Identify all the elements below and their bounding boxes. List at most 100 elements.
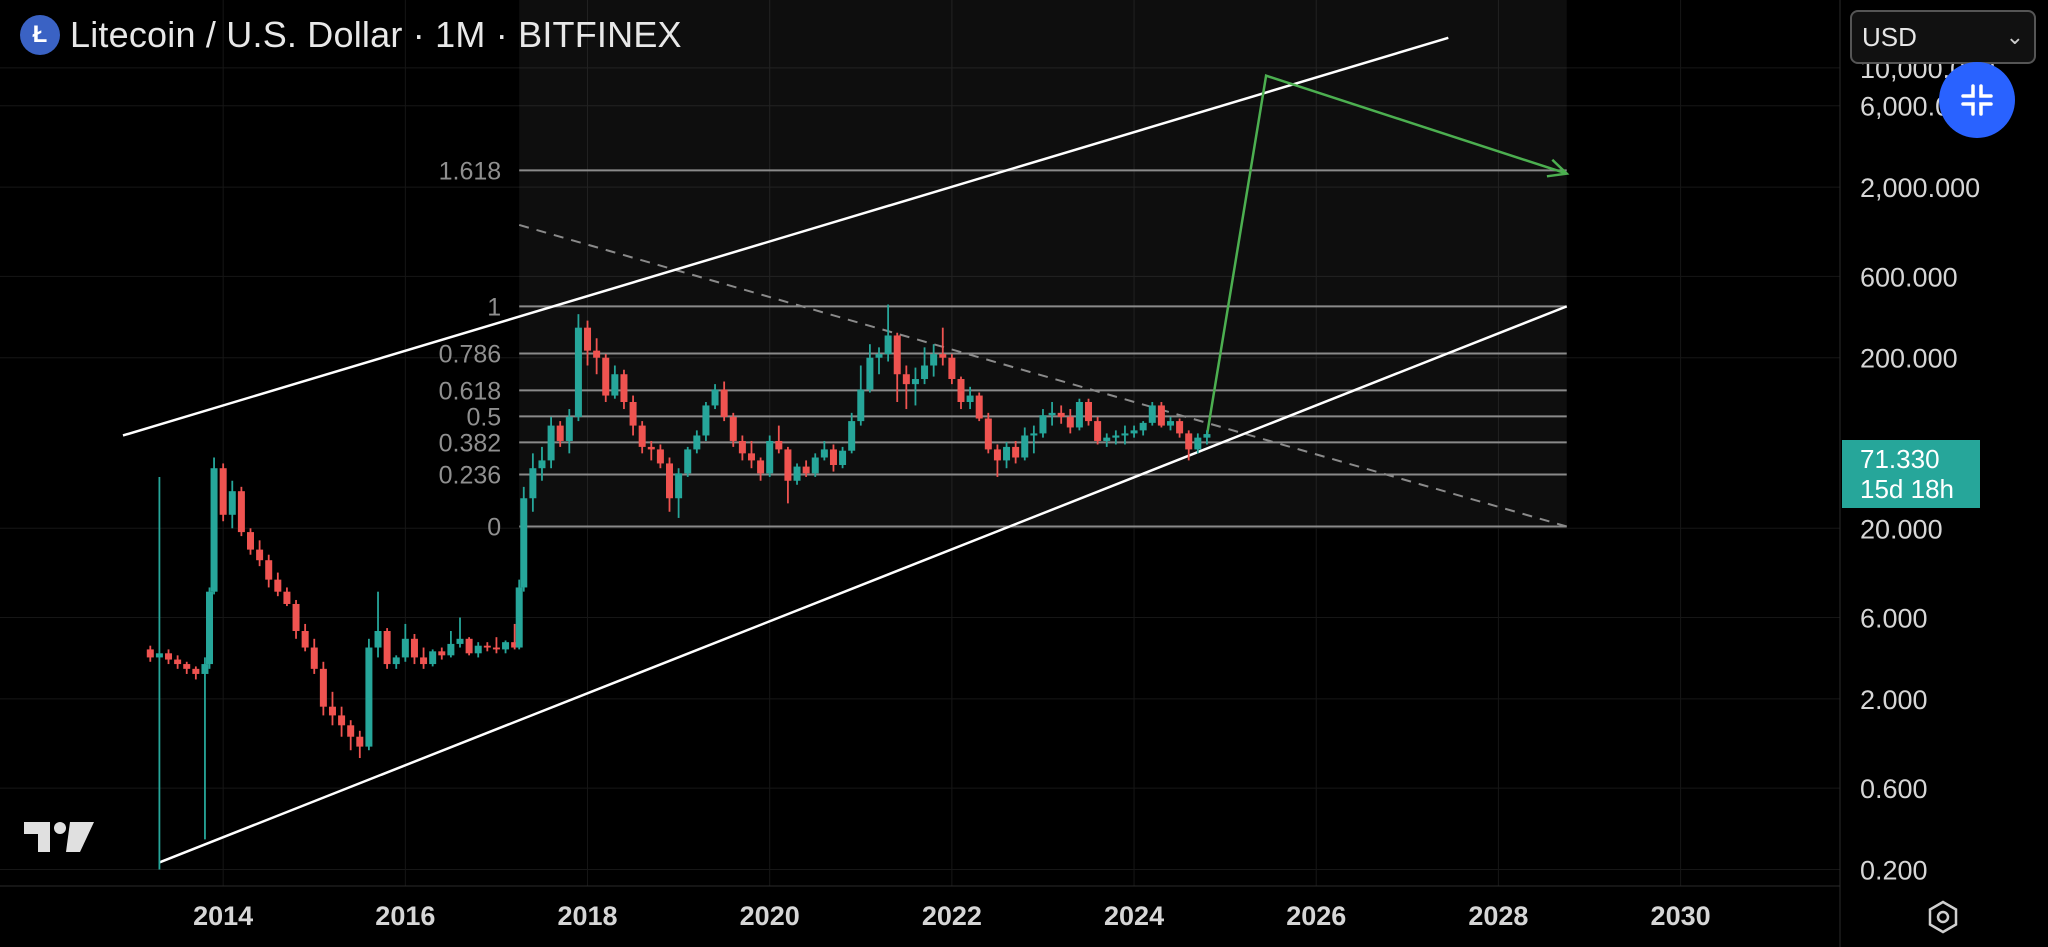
chevron-down-icon: ⌄	[2005, 24, 2024, 49]
candle-body	[1185, 433, 1193, 450]
candle-body	[611, 374, 619, 396]
price-axis-label: 0.200	[1860, 855, 1928, 885]
candle-body	[429, 651, 437, 665]
time-axis-label: 2020	[740, 901, 800, 931]
trend-lines[interactable]	[122, 36, 1570, 864]
candle-body	[515, 587, 523, 648]
candles	[146, 304, 1211, 870]
candle-body	[283, 591, 291, 604]
last-price-value: 71.330	[1860, 444, 1940, 474]
projection-arrowhead	[1546, 158, 1570, 178]
candle-body	[957, 379, 965, 402]
candle-body	[638, 425, 646, 447]
candle-body	[793, 466, 801, 481]
candle-body	[1094, 421, 1102, 441]
candle-body	[839, 450, 847, 465]
candle-body	[356, 736, 364, 747]
candle-body	[274, 579, 282, 592]
candle-body	[447, 643, 455, 656]
candle-body	[210, 468, 218, 592]
candle-body	[993, 449, 1001, 461]
fibonacci-extension[interactable]	[519, 0, 1567, 528]
candle-body	[265, 560, 273, 580]
candle-body	[802, 466, 810, 474]
last-price-label: 71.330 15d 18h	[1842, 440, 1980, 508]
time-axis-label: 2016	[375, 901, 435, 931]
candle-body	[538, 460, 546, 469]
time-axis[interactable]: 2014 2016 2018 2020 2022 2024 2026 2028 2030	[193, 901, 1711, 931]
price-axis-label: 200.000	[1860, 344, 1958, 374]
symbol-header: Ł Litecoin / U.S. Dollar · 1M · BITFINEX	[20, 14, 682, 56]
candle-body	[420, 657, 428, 665]
tradingview-logo[interactable]	[24, 818, 96, 854]
candle-body	[966, 395, 974, 402]
candle-body	[383, 630, 391, 665]
fib-level-label: 0	[487, 513, 501, 541]
price-axis-label: 6.000	[1860, 603, 1928, 633]
candle-body	[201, 664, 209, 674]
candle-body	[292, 603, 300, 631]
candle-body	[1085, 401, 1093, 422]
fib-level-label: 0.382	[439, 429, 502, 457]
candle-body	[511, 642, 519, 648]
candle-body	[593, 350, 601, 358]
candle-body	[711, 389, 719, 406]
candle-body	[1194, 437, 1202, 450]
time-axis-label: 2028	[1468, 901, 1528, 931]
currency-value: USD	[1862, 21, 1917, 52]
candle-body	[1157, 405, 1165, 426]
candle-body	[1148, 405, 1156, 423]
candle-body	[729, 416, 737, 441]
candle-body	[392, 657, 400, 665]
candle-body	[738, 440, 746, 454]
fib-level-label: 0.618	[439, 377, 502, 405]
candle-body	[1030, 433, 1038, 436]
price-axis-label: 2,000.000	[1860, 173, 1980, 203]
candle-body	[483, 645, 491, 648]
candle-body	[757, 460, 765, 474]
candle-body	[1130, 430, 1138, 434]
candle-body	[1176, 421, 1184, 434]
candle-body	[602, 357, 610, 396]
fib-level-label: 1	[487, 293, 501, 321]
price-axis-label: 600.000	[1860, 262, 1958, 292]
bar-countdown: 15d 18h	[1860, 474, 1954, 504]
candle-body	[155, 653, 163, 658]
candle-body	[1139, 422, 1147, 431]
candle-body	[620, 374, 628, 402]
candle-body	[766, 440, 774, 474]
candle-body	[675, 473, 683, 499]
candle-body	[848, 421, 856, 451]
candle-body	[401, 638, 409, 658]
price-axis[interactable]: 10,000.0006,000.0002,000.000600.000200.0…	[1860, 54, 1995, 886]
candle-body	[584, 327, 592, 351]
candle-body	[939, 354, 947, 358]
candle-body	[684, 449, 692, 474]
candle-body	[338, 715, 346, 726]
candle-body	[811, 457, 819, 474]
fib-level-label: 0.236	[439, 462, 502, 490]
candle-body	[884, 335, 892, 355]
candle-body	[219, 468, 227, 515]
candle-body	[1012, 446, 1020, 458]
candle-body	[1021, 435, 1029, 458]
collapse-button[interactable]	[1939, 62, 2015, 138]
candle-body	[1103, 437, 1111, 441]
candle-body	[246, 532, 254, 550]
candle-body	[1066, 416, 1074, 428]
fib-level-label: 0.5	[466, 403, 501, 431]
candle-body	[1075, 401, 1083, 428]
currency-select[interactable]: USD ⌄	[1850, 10, 2036, 64]
candle-body	[365, 647, 373, 747]
time-axis-label: 2022	[922, 901, 982, 931]
candle-body	[347, 725, 355, 737]
candle-body	[775, 440, 783, 450]
time-axis-label: 2024	[1104, 901, 1164, 931]
candle-body	[1039, 415, 1047, 434]
candle-body	[228, 491, 236, 515]
fib-level-label: 1.618	[439, 157, 502, 185]
time-axis-label: 2026	[1286, 901, 1346, 931]
hexagon-settings-icon[interactable]	[1926, 900, 1960, 934]
candle-body	[702, 405, 710, 436]
